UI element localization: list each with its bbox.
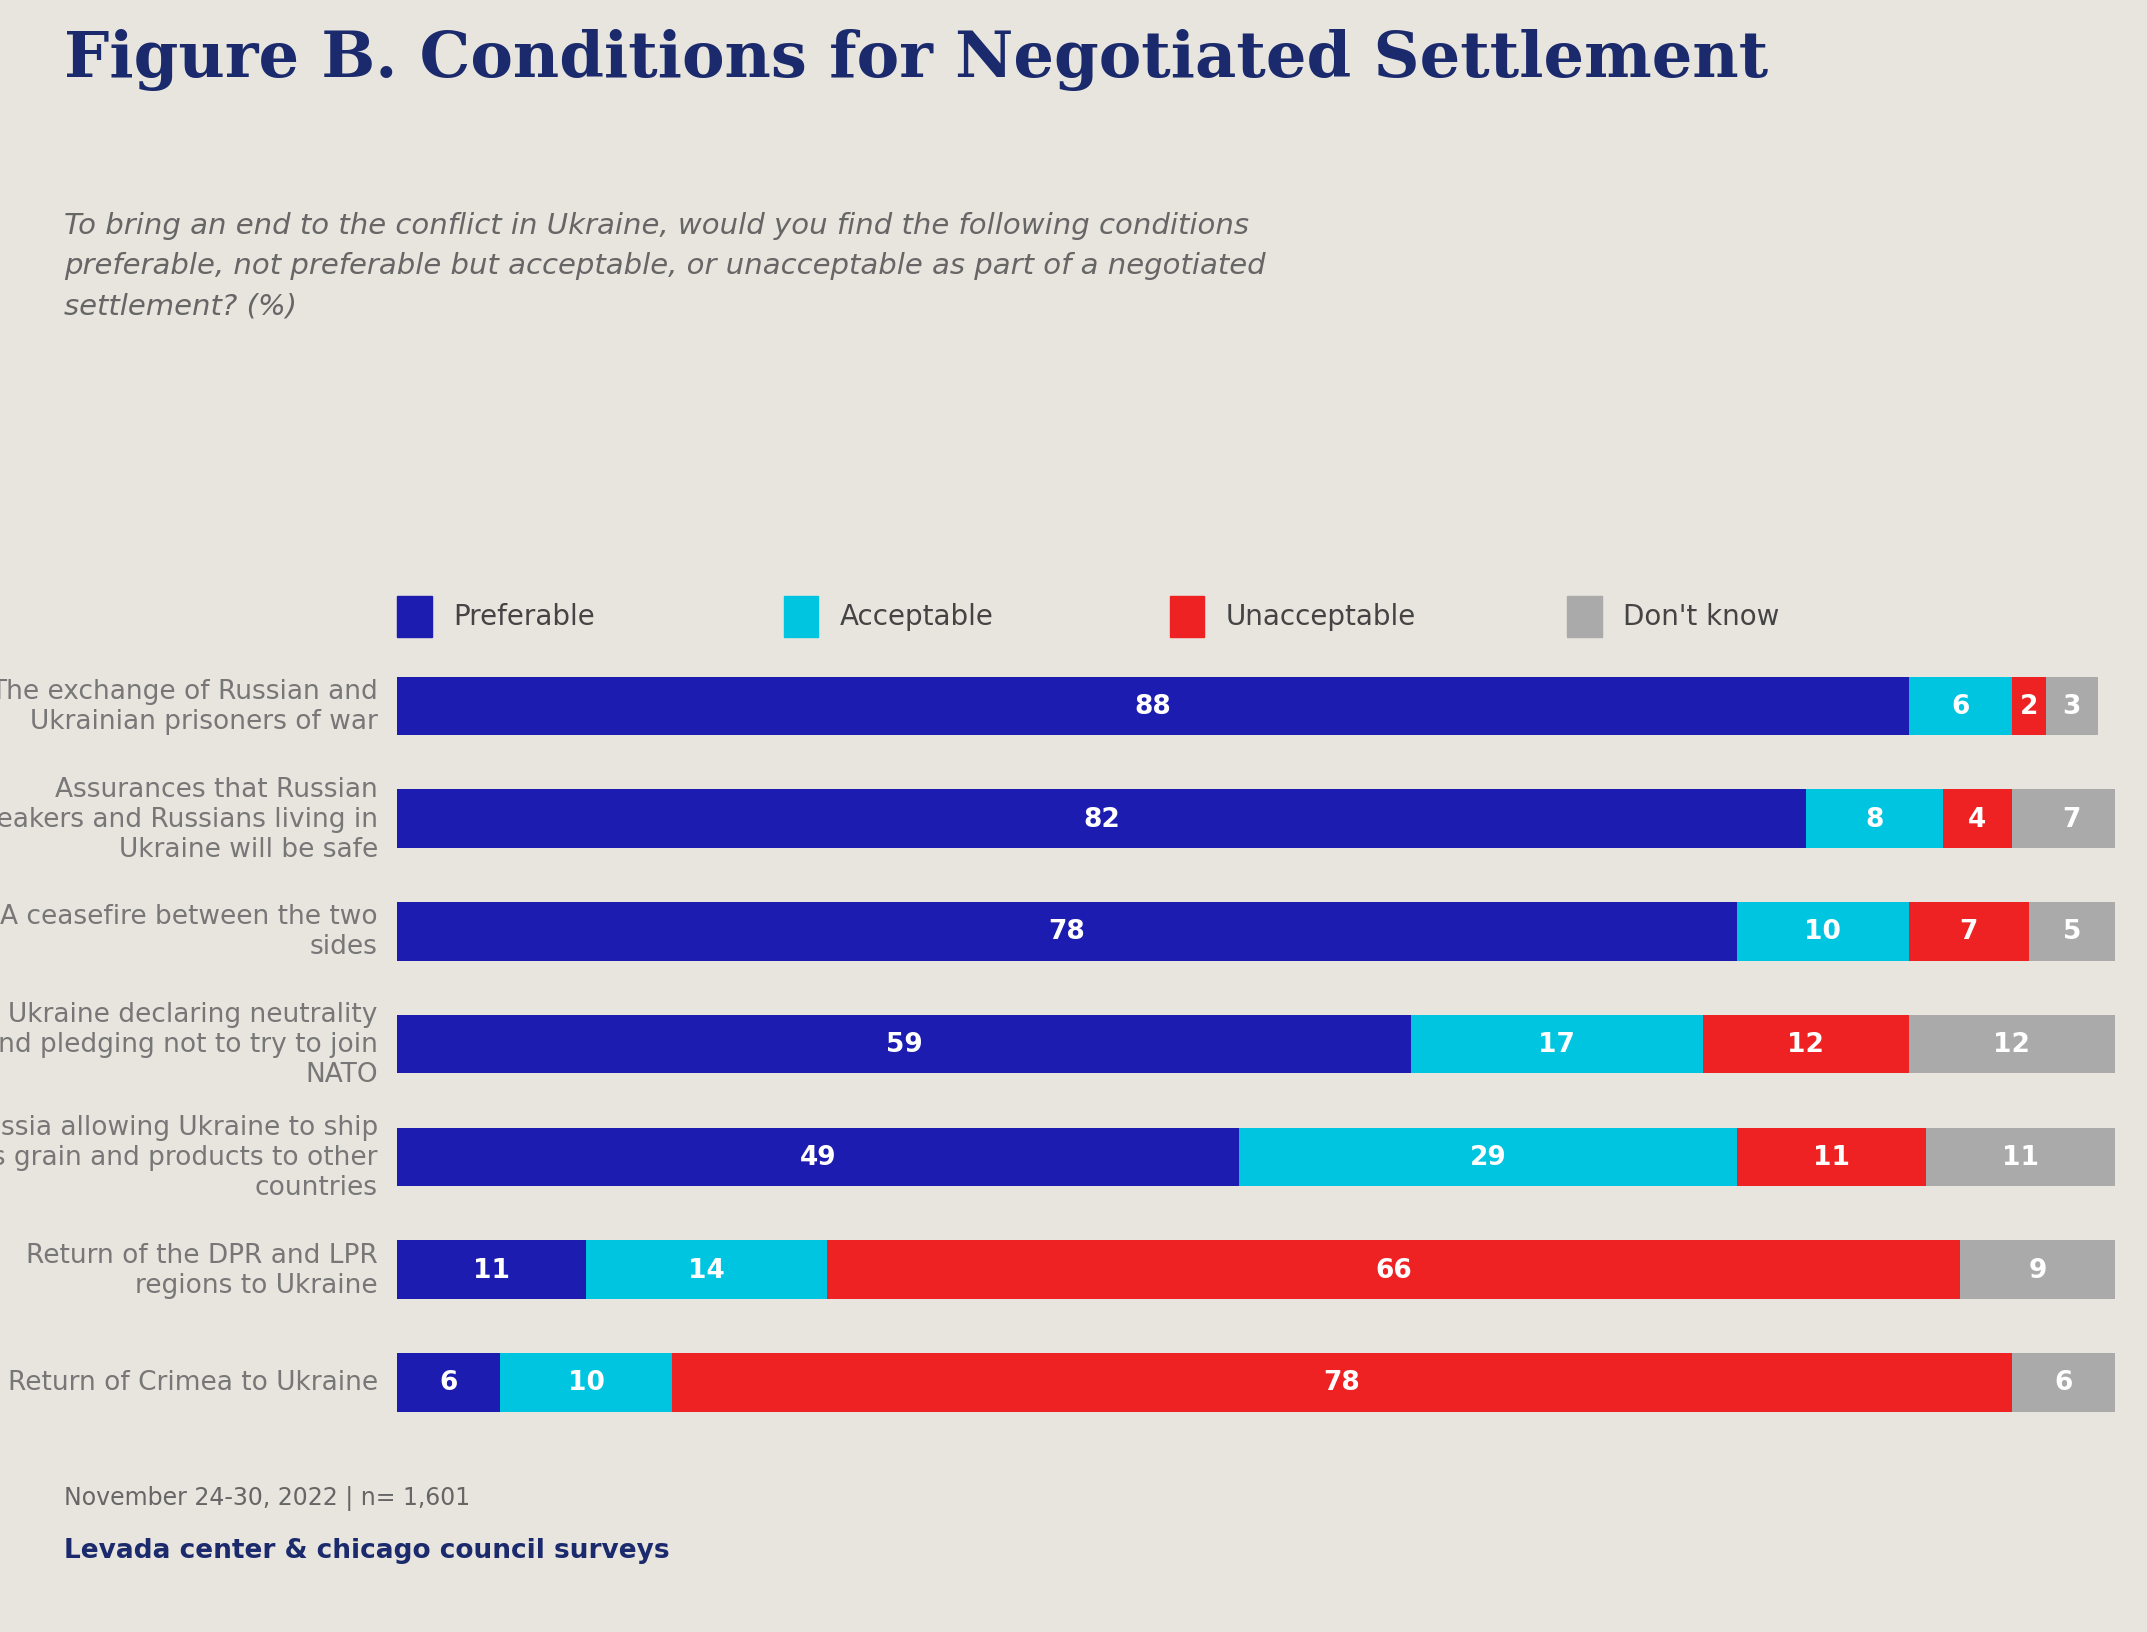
Bar — [1239, 1128, 1737, 1186]
Bar — [397, 1015, 1411, 1074]
Bar — [2046, 677, 2098, 736]
Bar — [397, 1353, 500, 1412]
Text: 59: 59 — [885, 1031, 923, 1058]
Bar — [397, 1240, 586, 1299]
Text: 2: 2 — [2020, 694, 2038, 720]
Text: 10: 10 — [1803, 919, 1842, 945]
Text: 12: 12 — [1786, 1031, 1825, 1058]
Bar — [1411, 1015, 1703, 1074]
Text: To bring an end to the conflict in Ukraine, would you find the following conditi: To bring an end to the conflict in Ukrai… — [64, 212, 1267, 320]
Text: Don't know: Don't know — [1623, 602, 1780, 632]
Bar — [397, 902, 1737, 961]
Bar — [500, 1353, 672, 1412]
Text: 12: 12 — [1992, 1031, 2031, 1058]
Text: 11: 11 — [2001, 1144, 2040, 1170]
Text: Figure B. Conditions for Negotiated Settlement: Figure B. Conditions for Negotiated Sett… — [64, 29, 1769, 91]
Text: 29: 29 — [1469, 1144, 1507, 1170]
Text: November 24-30, 2022 | n= 1,601: November 24-30, 2022 | n= 1,601 — [64, 1485, 470, 1510]
Bar — [1909, 677, 2012, 736]
Bar — [1806, 790, 1943, 849]
Bar — [1943, 790, 2012, 849]
Text: 49: 49 — [799, 1144, 837, 1170]
Bar — [397, 677, 1909, 736]
Text: 11: 11 — [472, 1257, 511, 1283]
Bar — [586, 1240, 827, 1299]
Bar — [1737, 902, 1909, 961]
Bar — [1737, 1128, 1926, 1186]
Text: 3: 3 — [2063, 694, 2080, 720]
Text: 66: 66 — [1374, 1257, 1413, 1283]
Text: 4: 4 — [1969, 806, 1986, 832]
Text: Acceptable: Acceptable — [839, 602, 994, 632]
Bar — [1909, 1015, 2115, 1074]
Bar — [2029, 902, 2115, 961]
Text: Levada center & chicago council surveys: Levada center & chicago council surveys — [64, 1537, 670, 1563]
Bar — [827, 1240, 1960, 1299]
Bar — [397, 790, 1806, 849]
Bar — [1909, 902, 2029, 961]
Bar — [2012, 677, 2046, 736]
Text: 14: 14 — [687, 1257, 726, 1283]
Text: 10: 10 — [567, 1369, 605, 1395]
Text: 11: 11 — [1812, 1144, 1851, 1170]
Text: 8: 8 — [1866, 806, 1883, 832]
Text: 9: 9 — [2029, 1257, 2046, 1283]
Text: 7: 7 — [1960, 919, 1977, 945]
Text: Unacceptable: Unacceptable — [1226, 602, 1417, 632]
Bar — [1703, 1015, 1909, 1074]
Text: 5: 5 — [2063, 919, 2080, 945]
Bar — [1926, 1128, 2115, 1186]
Bar — [2012, 1353, 2115, 1412]
Bar — [672, 1353, 2012, 1412]
Text: Preferable: Preferable — [453, 602, 595, 632]
Text: 7: 7 — [2063, 806, 2080, 832]
Text: 78: 78 — [1323, 1369, 1361, 1395]
Text: 88: 88 — [1134, 694, 1172, 720]
Bar — [2012, 790, 2132, 849]
Text: 6: 6 — [2055, 1369, 2072, 1395]
Text: 6: 6 — [1952, 694, 1969, 720]
Text: 6: 6 — [440, 1369, 457, 1395]
Bar — [1960, 1240, 2115, 1299]
Text: 78: 78 — [1048, 919, 1086, 945]
Text: 17: 17 — [1537, 1031, 1576, 1058]
Bar — [397, 1128, 1239, 1186]
Text: 82: 82 — [1082, 806, 1121, 832]
